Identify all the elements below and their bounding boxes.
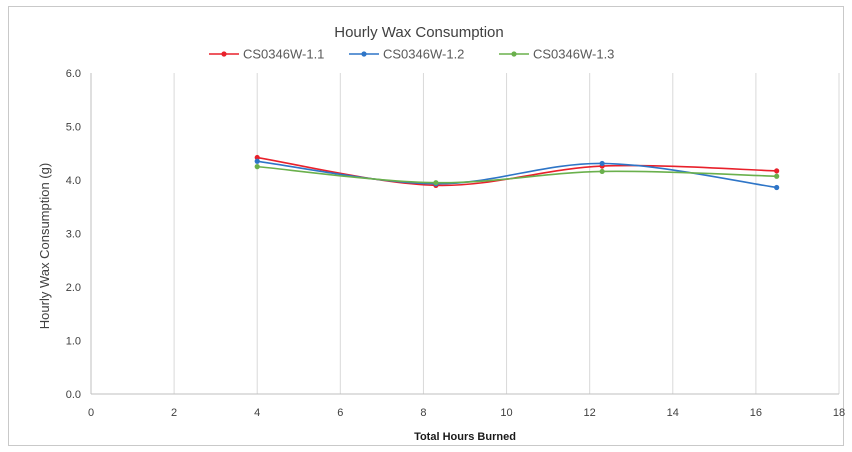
data-point: [774, 168, 780, 174]
series-layer: [254, 154, 780, 191]
legend-marker-1: [221, 51, 227, 57]
series-line-2: [257, 160, 777, 189]
data-point: [774, 184, 780, 191]
y-tick-label: 3.0: [66, 229, 81, 241]
chart-svg: 0 2 4 6 8 10 12 14 16 18 0.0 1.0 2.0 3.0 4.0 5.0 6.0 Hou…: [37, 24, 845, 443]
x-tick-label: 8: [420, 407, 426, 419]
y-tick-label: 1.0: [66, 336, 81, 348]
y-axis-label: Hourly Wax Consumption (g): [37, 163, 52, 329]
y-tick-label: 5.0: [66, 122, 81, 134]
data-point: [254, 154, 260, 161]
data-point: [433, 180, 439, 186]
x-tick-label: 14: [667, 407, 679, 419]
y-tick-label: 6.0: [66, 68, 81, 80]
data-point: [254, 158, 260, 164]
legend-marker-2: [361, 51, 367, 57]
axes: 0 2 4 6 8 10 12 14 16 18 0.0 1.0 2.0 3.0 4.0 5.0 6.0: [66, 68, 845, 419]
data-point: [599, 160, 605, 167]
chart-frame: 0 2 4 6 8 10 12 14 16 18 0.0 1.0 2.0 3.0 4.0 5.0 6.0 Hou…: [8, 6, 845, 446]
series-line-3: [257, 165, 777, 184]
chart-title: Hourly Wax Consumption: [334, 24, 504, 41]
data-point: [599, 168, 605, 175]
x-tick-label: 2: [171, 407, 177, 419]
x-axis-label: Total Hours Burned: [414, 431, 516, 443]
x-tick-label: 12: [584, 407, 596, 419]
x-tick-label: 6: [337, 407, 343, 419]
y-tick-label: 0.0: [66, 389, 81, 401]
legend-label-3: CS0346W-1.3: [533, 47, 614, 62]
x-tick-label: 4: [254, 407, 260, 419]
legend: CS0346W-1.1 CS0346W-1.2 CS0346W-1.3: [209, 47, 614, 62]
x-tick-label: 10: [500, 407, 512, 419]
data-point: [774, 173, 780, 179]
x-tick-label: 0: [88, 407, 94, 419]
data-point: [254, 164, 260, 170]
y-tick-label: 4.0: [66, 175, 81, 187]
x-tick-label: 18: [833, 407, 845, 419]
y-tick-label: 2.0: [66, 282, 81, 294]
x-tick-label: 16: [750, 407, 762, 419]
legend-label-2: CS0346W-1.2: [383, 47, 464, 62]
legend-marker-3: [511, 51, 517, 57]
series-line-1: [257, 156, 777, 187]
grid: [173, 73, 840, 394]
legend-label-1: CS0346W-1.1: [243, 47, 324, 62]
